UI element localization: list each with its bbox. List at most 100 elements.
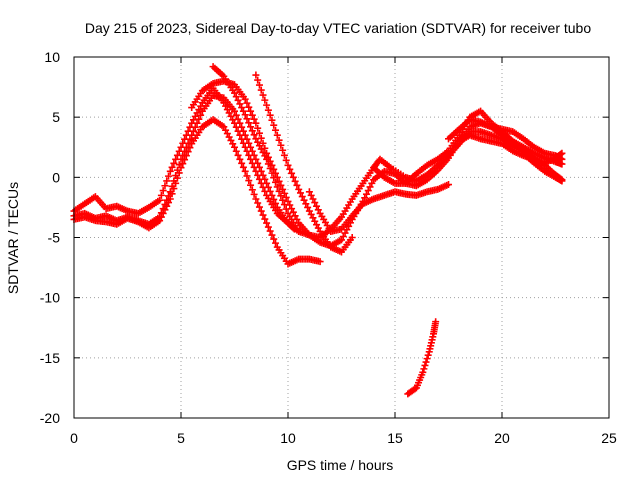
data-point [257, 207, 265, 215]
data-point [284, 161, 292, 169]
data-point [411, 385, 419, 393]
data-point [197, 111, 205, 119]
data-point [254, 124, 262, 132]
data-point [234, 151, 242, 159]
data-point [250, 190, 258, 198]
data-point [245, 177, 253, 185]
data-point [195, 115, 203, 123]
data-point [268, 191, 276, 199]
data-point [268, 231, 276, 239]
y-tick-label: 0 [52, 169, 60, 185]
data-point [241, 111, 249, 119]
data-point [264, 223, 272, 231]
data-point [247, 123, 255, 131]
data-point [168, 190, 176, 198]
data-point [291, 177, 299, 185]
data-point [270, 195, 278, 203]
data-point [257, 167, 265, 175]
data-point [264, 106, 272, 114]
data-point [305, 188, 313, 196]
data-point [277, 141, 285, 149]
data-point [307, 191, 315, 199]
data-point [239, 127, 247, 135]
y-tick-label: -20 [40, 410, 60, 426]
data-point [238, 159, 246, 167]
data-point [159, 209, 167, 217]
data-point [266, 165, 274, 173]
data-point [243, 135, 251, 143]
data-point [241, 95, 249, 103]
data-point [248, 186, 256, 194]
series-track-6 [252, 71, 356, 256]
data-point [241, 167, 249, 175]
data-point [263, 219, 271, 227]
data-point [234, 115, 242, 123]
data-point [295, 227, 303, 235]
data-point [156, 217, 164, 225]
data-point [314, 206, 322, 214]
data-point [247, 181, 255, 189]
data-point [232, 111, 240, 119]
data-point [170, 185, 178, 193]
data-point [272, 126, 280, 134]
data-point [236, 100, 244, 108]
data-point [280, 201, 288, 209]
data-point [165, 199, 173, 207]
data-point [445, 181, 452, 189]
data-point [270, 121, 278, 129]
data-point [272, 239, 280, 247]
data-point [239, 107, 247, 115]
data-point [420, 365, 428, 373]
data-point [311, 199, 319, 207]
data-point [289, 208, 297, 216]
data-point [273, 183, 281, 191]
data-point [238, 104, 246, 112]
data-point [304, 203, 312, 211]
series-track-5 [209, 63, 303, 235]
data-point [255, 203, 263, 211]
data-point [250, 115, 258, 123]
data-point [165, 172, 173, 180]
data-point [232, 147, 240, 155]
data-point [364, 187, 372, 195]
data-point [252, 155, 260, 163]
data-point [248, 127, 256, 135]
data-point [272, 178, 280, 186]
data-point [161, 206, 169, 214]
data-point [279, 185, 287, 193]
data-point [316, 258, 324, 266]
x-tick-label: 0 [70, 430, 78, 446]
series-track-8 [404, 318, 440, 398]
data-point [270, 165, 278, 173]
data-point [191, 123, 199, 131]
data-point [273, 131, 281, 139]
data-point [248, 111, 256, 119]
data-point [163, 202, 171, 210]
x-axis-label: GPS time / hours [287, 457, 394, 473]
data-point [186, 144, 194, 152]
data-point [261, 144, 269, 152]
data-point [255, 129, 263, 137]
data-point [362, 190, 370, 198]
data-point [275, 136, 283, 144]
data-point [163, 177, 171, 185]
data-point [255, 81, 263, 89]
data-point [245, 139, 253, 147]
data-point [275, 187, 283, 195]
data-point [252, 119, 260, 127]
y-axis-label: SDTVAR / TECUs [5, 182, 21, 294]
data-point [231, 143, 238, 151]
data-point [166, 167, 174, 175]
data-point [289, 173, 297, 181]
data-point [348, 234, 356, 241]
data-point [558, 149, 566, 157]
data-point [254, 76, 262, 84]
data-point [254, 199, 262, 207]
data-point [272, 199, 280, 207]
data-point [279, 146, 287, 154]
data-point [313, 202, 321, 210]
data-point [419, 368, 427, 376]
data-point [424, 351, 432, 359]
y-tick-label: 10 [44, 49, 60, 65]
